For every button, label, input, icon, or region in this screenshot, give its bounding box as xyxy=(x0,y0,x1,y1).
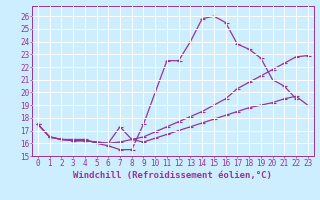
X-axis label: Windchill (Refroidissement éolien,°C): Windchill (Refroidissement éolien,°C) xyxy=(73,171,272,180)
